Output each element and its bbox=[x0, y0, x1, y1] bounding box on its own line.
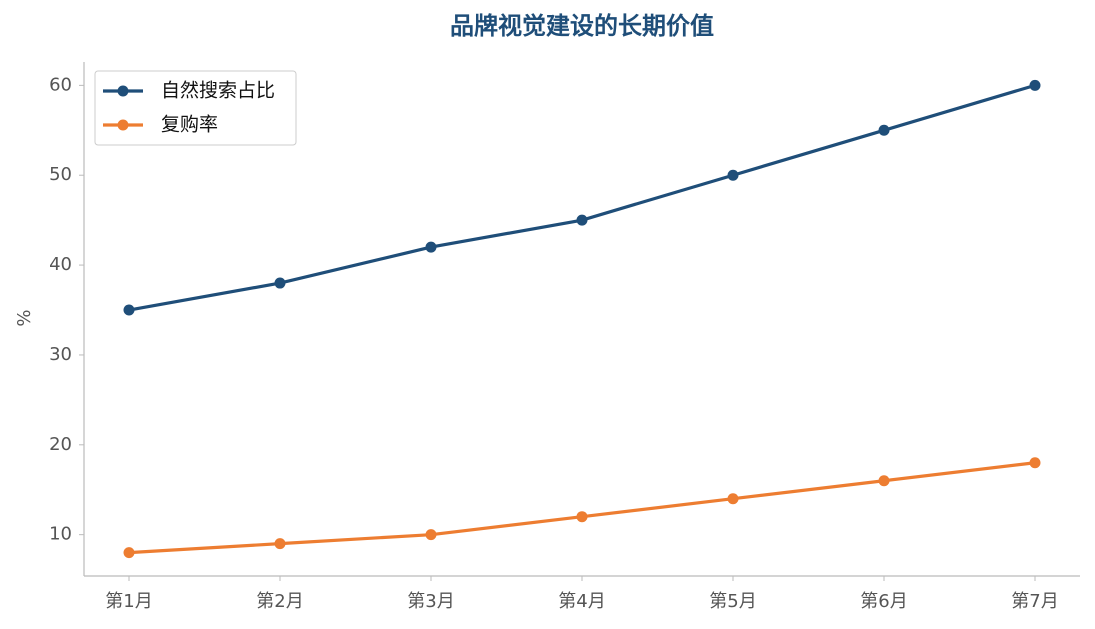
x-tick-label: 第4月 bbox=[558, 591, 605, 612]
y-tick-label: 30 bbox=[49, 344, 72, 365]
data-point bbox=[274, 538, 286, 550]
data-point bbox=[1029, 457, 1041, 469]
data-point bbox=[1029, 79, 1041, 91]
legend-marker bbox=[117, 85, 129, 97]
data-point bbox=[576, 214, 588, 226]
data-point bbox=[878, 475, 890, 487]
legend-marker bbox=[117, 119, 129, 131]
x-tick-label: 第6月 bbox=[860, 591, 907, 612]
data-point bbox=[425, 529, 437, 541]
data-point bbox=[727, 169, 739, 181]
series-line bbox=[128, 461, 1036, 555]
y-tick-label: 60 bbox=[49, 74, 72, 95]
data-point bbox=[576, 511, 588, 523]
x-tick-label: 第5月 bbox=[709, 591, 756, 612]
y-tick-label: 50 bbox=[49, 164, 72, 185]
x-tick-label: 第3月 bbox=[407, 591, 454, 612]
data-point bbox=[425, 241, 437, 253]
chart-title: 品牌视觉建设的长期价值 bbox=[450, 12, 714, 40]
y-tick-label: 10 bbox=[49, 524, 72, 545]
x-tick-label: 第1月 bbox=[105, 591, 152, 612]
legend-label: 自然搜索占比 bbox=[161, 80, 275, 102]
legend-box bbox=[94, 70, 297, 146]
y-axis-label: % bbox=[14, 309, 35, 326]
data-point bbox=[878, 124, 890, 136]
y-tick-label: 40 bbox=[49, 254, 72, 275]
y-tick-label: 20 bbox=[49, 434, 72, 455]
x-tick-label: 第2月 bbox=[256, 591, 303, 612]
data-point bbox=[274, 277, 286, 289]
data-point bbox=[123, 304, 135, 316]
x-tick-label: 第7月 bbox=[1011, 591, 1058, 612]
legend-label: 复购率 bbox=[161, 114, 218, 136]
data-point bbox=[123, 547, 135, 559]
data-point bbox=[727, 493, 739, 505]
